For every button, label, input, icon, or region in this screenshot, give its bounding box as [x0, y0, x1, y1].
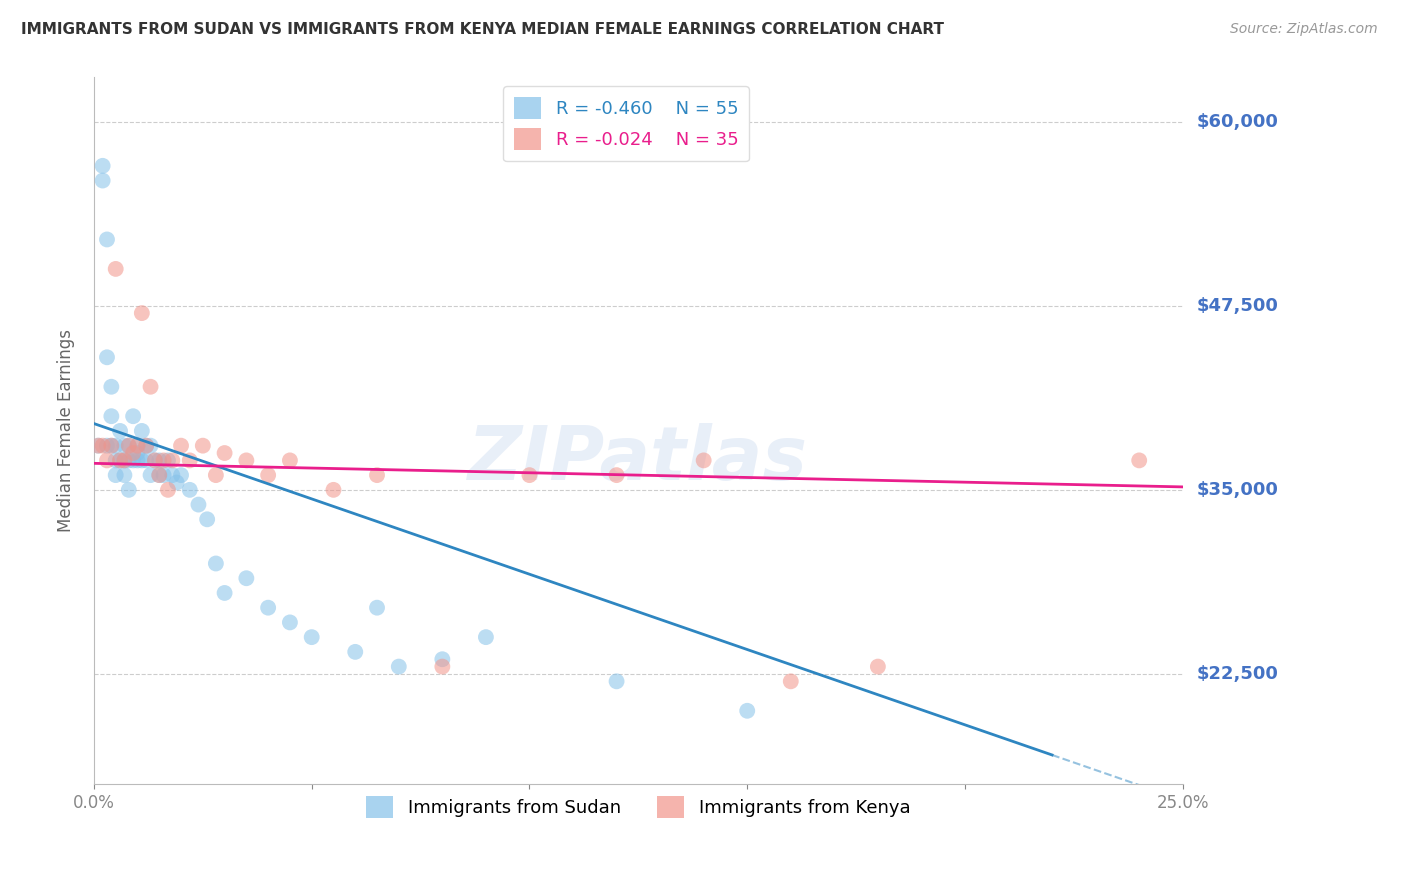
Point — [235, 571, 257, 585]
Point — [735, 704, 758, 718]
Point — [322, 483, 344, 497]
Point — [112, 453, 135, 467]
Point — [104, 439, 127, 453]
Point — [191, 439, 214, 453]
Point — [148, 468, 170, 483]
Point — [100, 409, 122, 424]
Point — [432, 652, 454, 666]
Point — [148, 453, 170, 467]
Point — [148, 468, 170, 483]
Point — [475, 630, 498, 644]
Point — [366, 468, 388, 483]
Point — [91, 439, 114, 453]
Point — [179, 483, 201, 497]
Text: ZIPatlas: ZIPatlas — [468, 423, 808, 496]
Text: $60,000: $60,000 — [1197, 112, 1278, 130]
Point — [100, 380, 122, 394]
Point — [170, 439, 193, 453]
Point — [205, 557, 228, 571]
Point — [118, 453, 141, 467]
Point — [122, 453, 145, 467]
Legend: Immigrants from Sudan, Immigrants from Kenya: Immigrants from Sudan, Immigrants from K… — [359, 789, 918, 825]
Point — [519, 468, 541, 483]
Point — [118, 439, 141, 453]
Point — [257, 468, 280, 483]
Point — [131, 453, 153, 467]
Text: $47,500: $47,500 — [1197, 297, 1278, 315]
Point — [1128, 453, 1150, 467]
Point — [388, 659, 411, 673]
Point — [214, 446, 236, 460]
Point — [96, 351, 118, 365]
Point — [205, 468, 228, 483]
Point — [152, 468, 174, 483]
Point — [112, 468, 135, 483]
Point — [96, 439, 118, 453]
Point — [108, 424, 131, 438]
Point — [108, 453, 131, 467]
Point — [866, 659, 889, 673]
Point — [127, 439, 149, 453]
Point — [87, 439, 110, 453]
Point — [87, 439, 110, 453]
Point — [257, 600, 280, 615]
Point — [195, 512, 218, 526]
Point — [96, 232, 118, 246]
Point — [139, 439, 162, 453]
Point — [606, 674, 628, 689]
Point — [166, 475, 188, 490]
Point — [606, 468, 628, 483]
Text: Source: ZipAtlas.com: Source: ZipAtlas.com — [1230, 22, 1378, 37]
Point — [779, 674, 801, 689]
Point — [104, 261, 127, 276]
Point — [366, 600, 388, 615]
Point — [135, 439, 157, 453]
Text: IMMIGRANTS FROM SUDAN VS IMMIGRANTS FROM KENYA MEDIAN FEMALE EARNINGS CORRELATIO: IMMIGRANTS FROM SUDAN VS IMMIGRANTS FROM… — [21, 22, 943, 37]
Point — [108, 453, 131, 467]
Point — [91, 173, 114, 187]
Point — [112, 453, 135, 467]
Point — [122, 409, 145, 424]
Text: $22,500: $22,500 — [1197, 665, 1278, 683]
Text: $35,000: $35,000 — [1197, 481, 1278, 499]
Point — [139, 468, 162, 483]
Point — [104, 468, 127, 483]
Point — [104, 453, 127, 467]
Point — [127, 446, 149, 460]
Point — [143, 453, 166, 467]
Point — [96, 453, 118, 467]
Point — [301, 630, 323, 644]
Point — [278, 615, 301, 630]
Point — [235, 453, 257, 467]
Point — [692, 453, 714, 467]
Point — [100, 439, 122, 453]
Point — [127, 439, 149, 453]
Point — [162, 453, 184, 467]
Point — [179, 453, 201, 467]
Point — [152, 453, 174, 467]
Y-axis label: Median Female Earnings: Median Female Earnings — [58, 329, 75, 533]
Point — [118, 483, 141, 497]
Point — [432, 659, 454, 673]
Point — [187, 498, 209, 512]
Point — [278, 453, 301, 467]
Point — [344, 645, 367, 659]
Point — [139, 380, 162, 394]
Point — [118, 439, 141, 453]
Point — [131, 424, 153, 438]
Point — [131, 306, 153, 320]
Point — [143, 453, 166, 467]
Point — [156, 453, 179, 467]
Point — [214, 586, 236, 600]
Point — [100, 439, 122, 453]
Point — [127, 453, 149, 467]
Point — [135, 453, 157, 467]
Point — [170, 468, 193, 483]
Point — [122, 446, 145, 460]
Point — [112, 439, 135, 453]
Point — [156, 483, 179, 497]
Point — [135, 439, 157, 453]
Point — [162, 468, 184, 483]
Point — [91, 159, 114, 173]
